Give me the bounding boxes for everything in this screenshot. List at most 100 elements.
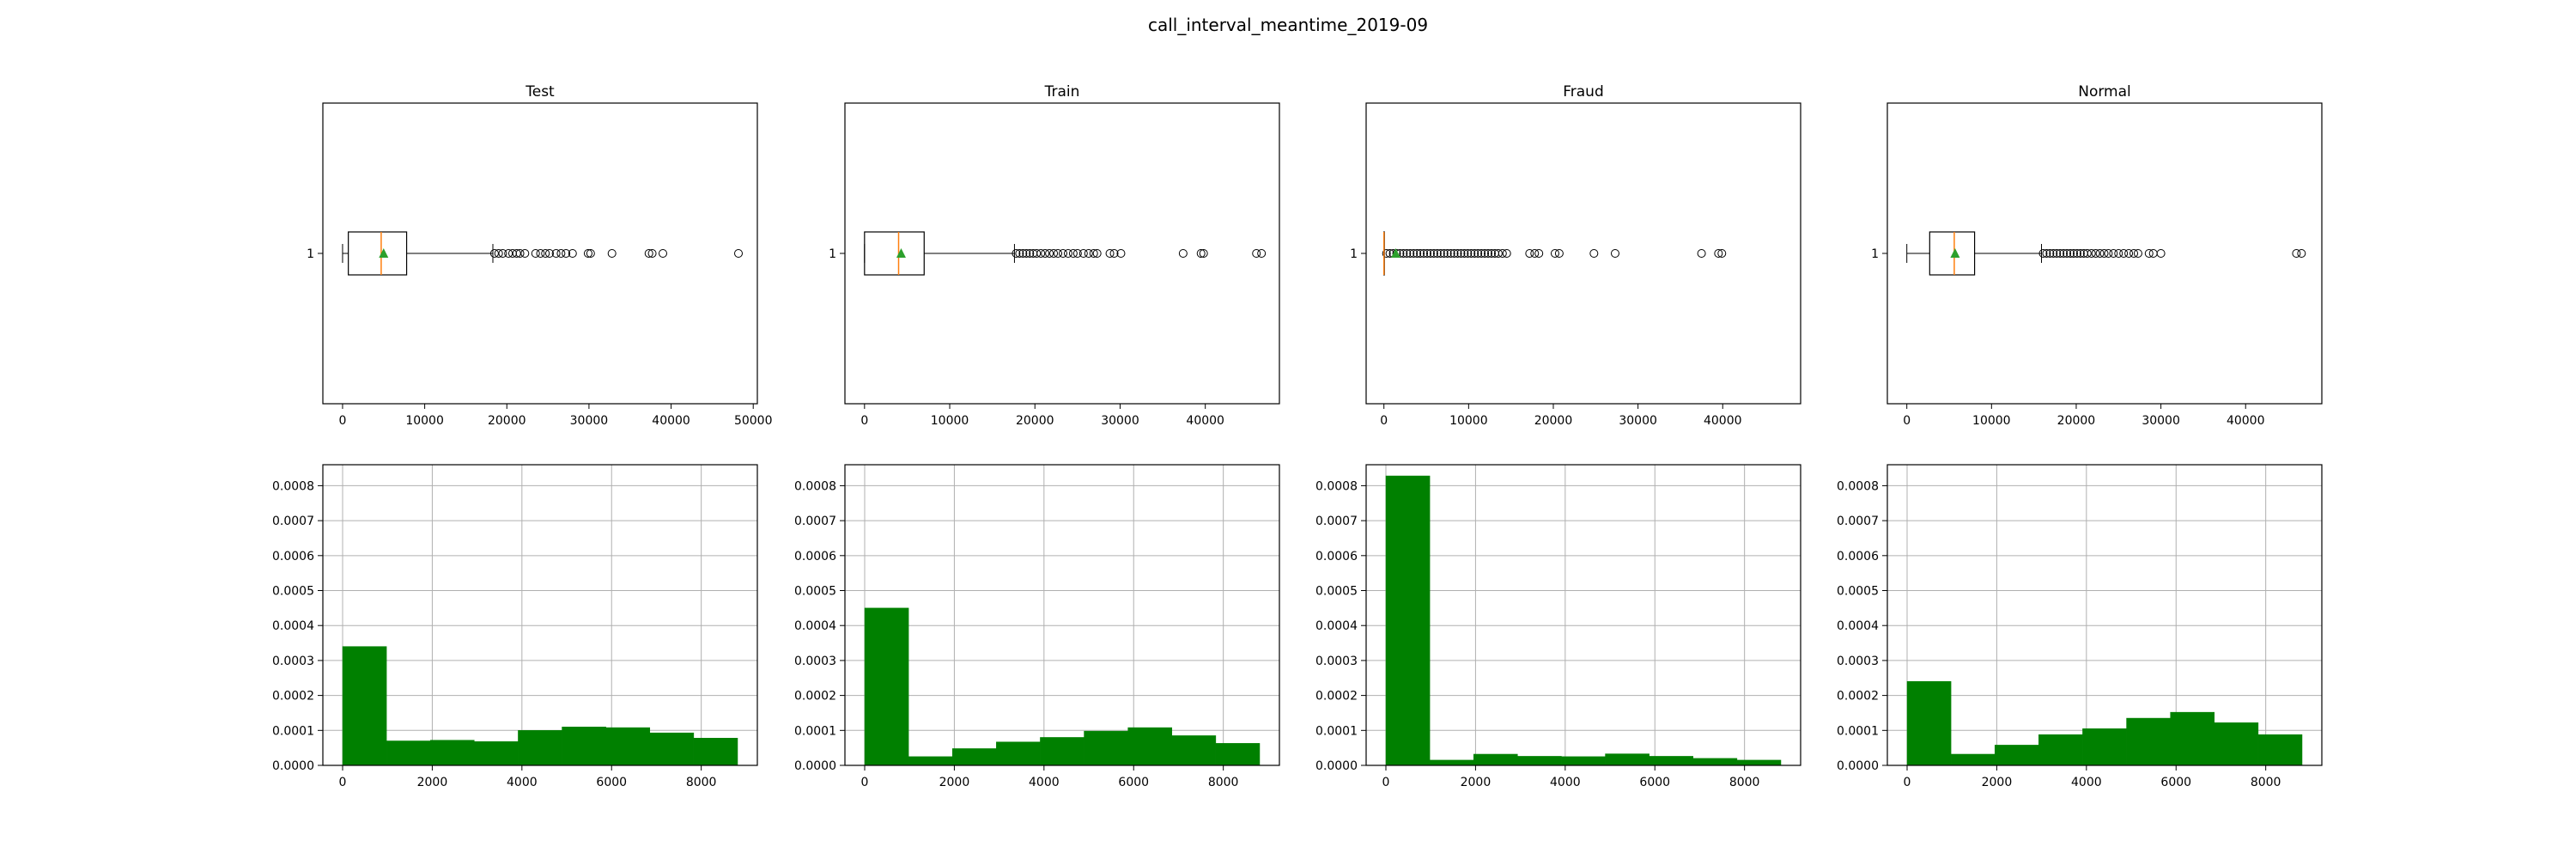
outlier-point [1018,249,1028,258]
y-tick-label: 0.0006 [1837,550,1879,564]
y-tick-label: 0.0004 [794,619,836,633]
outlier-point [2059,249,2069,258]
outlier-point [2066,249,2075,258]
x-tick-label: 40000 [1704,414,1742,428]
y-tick-label: 0.0000 [272,759,314,773]
mean-marker [1950,248,1960,258]
outlier-point [1463,249,1473,258]
x-tick-label: 0 [860,414,868,428]
iqr-box [348,231,408,276]
x-tick-label: 4000 [507,776,538,789]
y-tick-label: 0.0001 [1837,724,1879,738]
outlier-point [1252,249,1261,258]
outlier-point [2144,249,2154,258]
x-tick-label: 20000 [1534,414,1573,428]
outlier-point [1109,249,1119,258]
y-tick-label: 0.0006 [794,550,836,564]
x-tick-label: 0 [338,414,346,428]
outlier-point [489,249,499,258]
outlier-point [1063,249,1072,258]
histogram-bar [474,741,519,766]
histogram-bar [693,738,738,766]
outlier-point [1116,249,1126,258]
axes-frame [322,102,758,405]
histogram-bar [1127,727,1173,766]
outlier-point [734,249,743,258]
y-tick-label: 0.0006 [1315,550,1358,564]
x-tick-label: 30000 [1101,414,1139,428]
histogram-bar [2038,734,2083,766]
outlier-point [1456,249,1466,258]
figure-title: call_interval_meantime_2019-09 [1148,15,1428,35]
x-tick-label: 2000 [417,776,448,789]
panel-train-boxplot: Train 1 0 10000 20000 30000 40000 [829,83,1280,428]
outlier-point [1054,249,1063,258]
histogram-bar [1385,475,1431,766]
axes-frame [1365,464,1801,766]
histogram-bar [429,740,475,766]
outlier-point [2082,249,2092,258]
y-tick-label: 0.0001 [272,724,314,738]
outlier-point [2049,249,2058,258]
y-tick-label: 0.0003 [1837,655,1879,668]
histogram-bar [2126,717,2171,766]
outlier-point [1429,249,1438,258]
outlier-point [1078,249,1088,258]
histogram-bar [1950,753,1996,766]
outlier-point [1589,249,1599,258]
histogram-bar [908,756,953,766]
panel-title: Train [1044,83,1080,101]
histogram-bar [518,730,562,766]
outlier-point [2124,249,2134,258]
x-tick-label: 20000 [2057,414,2096,428]
histogram-bar [1429,759,1474,766]
x-tick-label: 4000 [1029,776,1060,789]
outlier-point [2156,249,2166,258]
histogram-bar [996,741,1041,766]
outlier-point [541,249,550,258]
y-tick-label: 0.0002 [794,690,836,704]
histogram-bar [1649,756,1694,766]
outlier-point [515,249,525,258]
outlier-point [494,249,503,258]
y-tick-label: 0.0007 [794,515,836,528]
x-tick-label: 0 [339,776,347,789]
y-tick-label: 1 [829,247,836,261]
outlier-point [1036,249,1046,258]
outlier-point [1498,249,1507,258]
histogram-bar [1692,758,1738,766]
x-tick-label: 0 [1382,776,1390,789]
y-tick-label: 0.0000 [1315,759,1358,773]
outlier-point [2114,249,2123,258]
outlier-point [644,249,653,258]
outlier-point [2045,249,2055,258]
x-tick-label: 10000 [405,414,444,428]
outlier-point [1439,249,1449,258]
histogram-bar [1040,737,1084,766]
histogram-bar [1906,681,1952,766]
y-tick-label: 0.0002 [1315,690,1358,704]
y-tick-label: 0.0000 [1837,759,1879,773]
y-tick-label: 0.0008 [272,479,314,493]
outlier-point [586,249,595,258]
outlier-point [1493,249,1503,258]
outlier-point [1525,249,1534,258]
outlier-point [2091,249,2100,258]
axes-frame [1886,464,2323,766]
histogram-bar [2214,722,2259,766]
outlier-point [2056,249,2065,258]
x-tick-label: 30000 [2142,414,2180,428]
axes-frame [322,464,758,766]
x-tick-label: 0 [1380,414,1388,428]
x-tick-label: 20000 [488,414,526,428]
mean-marker [896,248,906,258]
outlier-point [551,249,561,258]
x-tick-label: 6000 [2160,776,2191,789]
mean-marker [379,248,389,258]
outlier-point [1484,249,1493,258]
outlier-point [1015,249,1024,258]
x-tick-label: 4000 [1550,776,1581,789]
panel-test-bar: 0.0000 0.0001 0.0002 0.0003 0.0004 0.0005 0.00… [272,464,758,789]
